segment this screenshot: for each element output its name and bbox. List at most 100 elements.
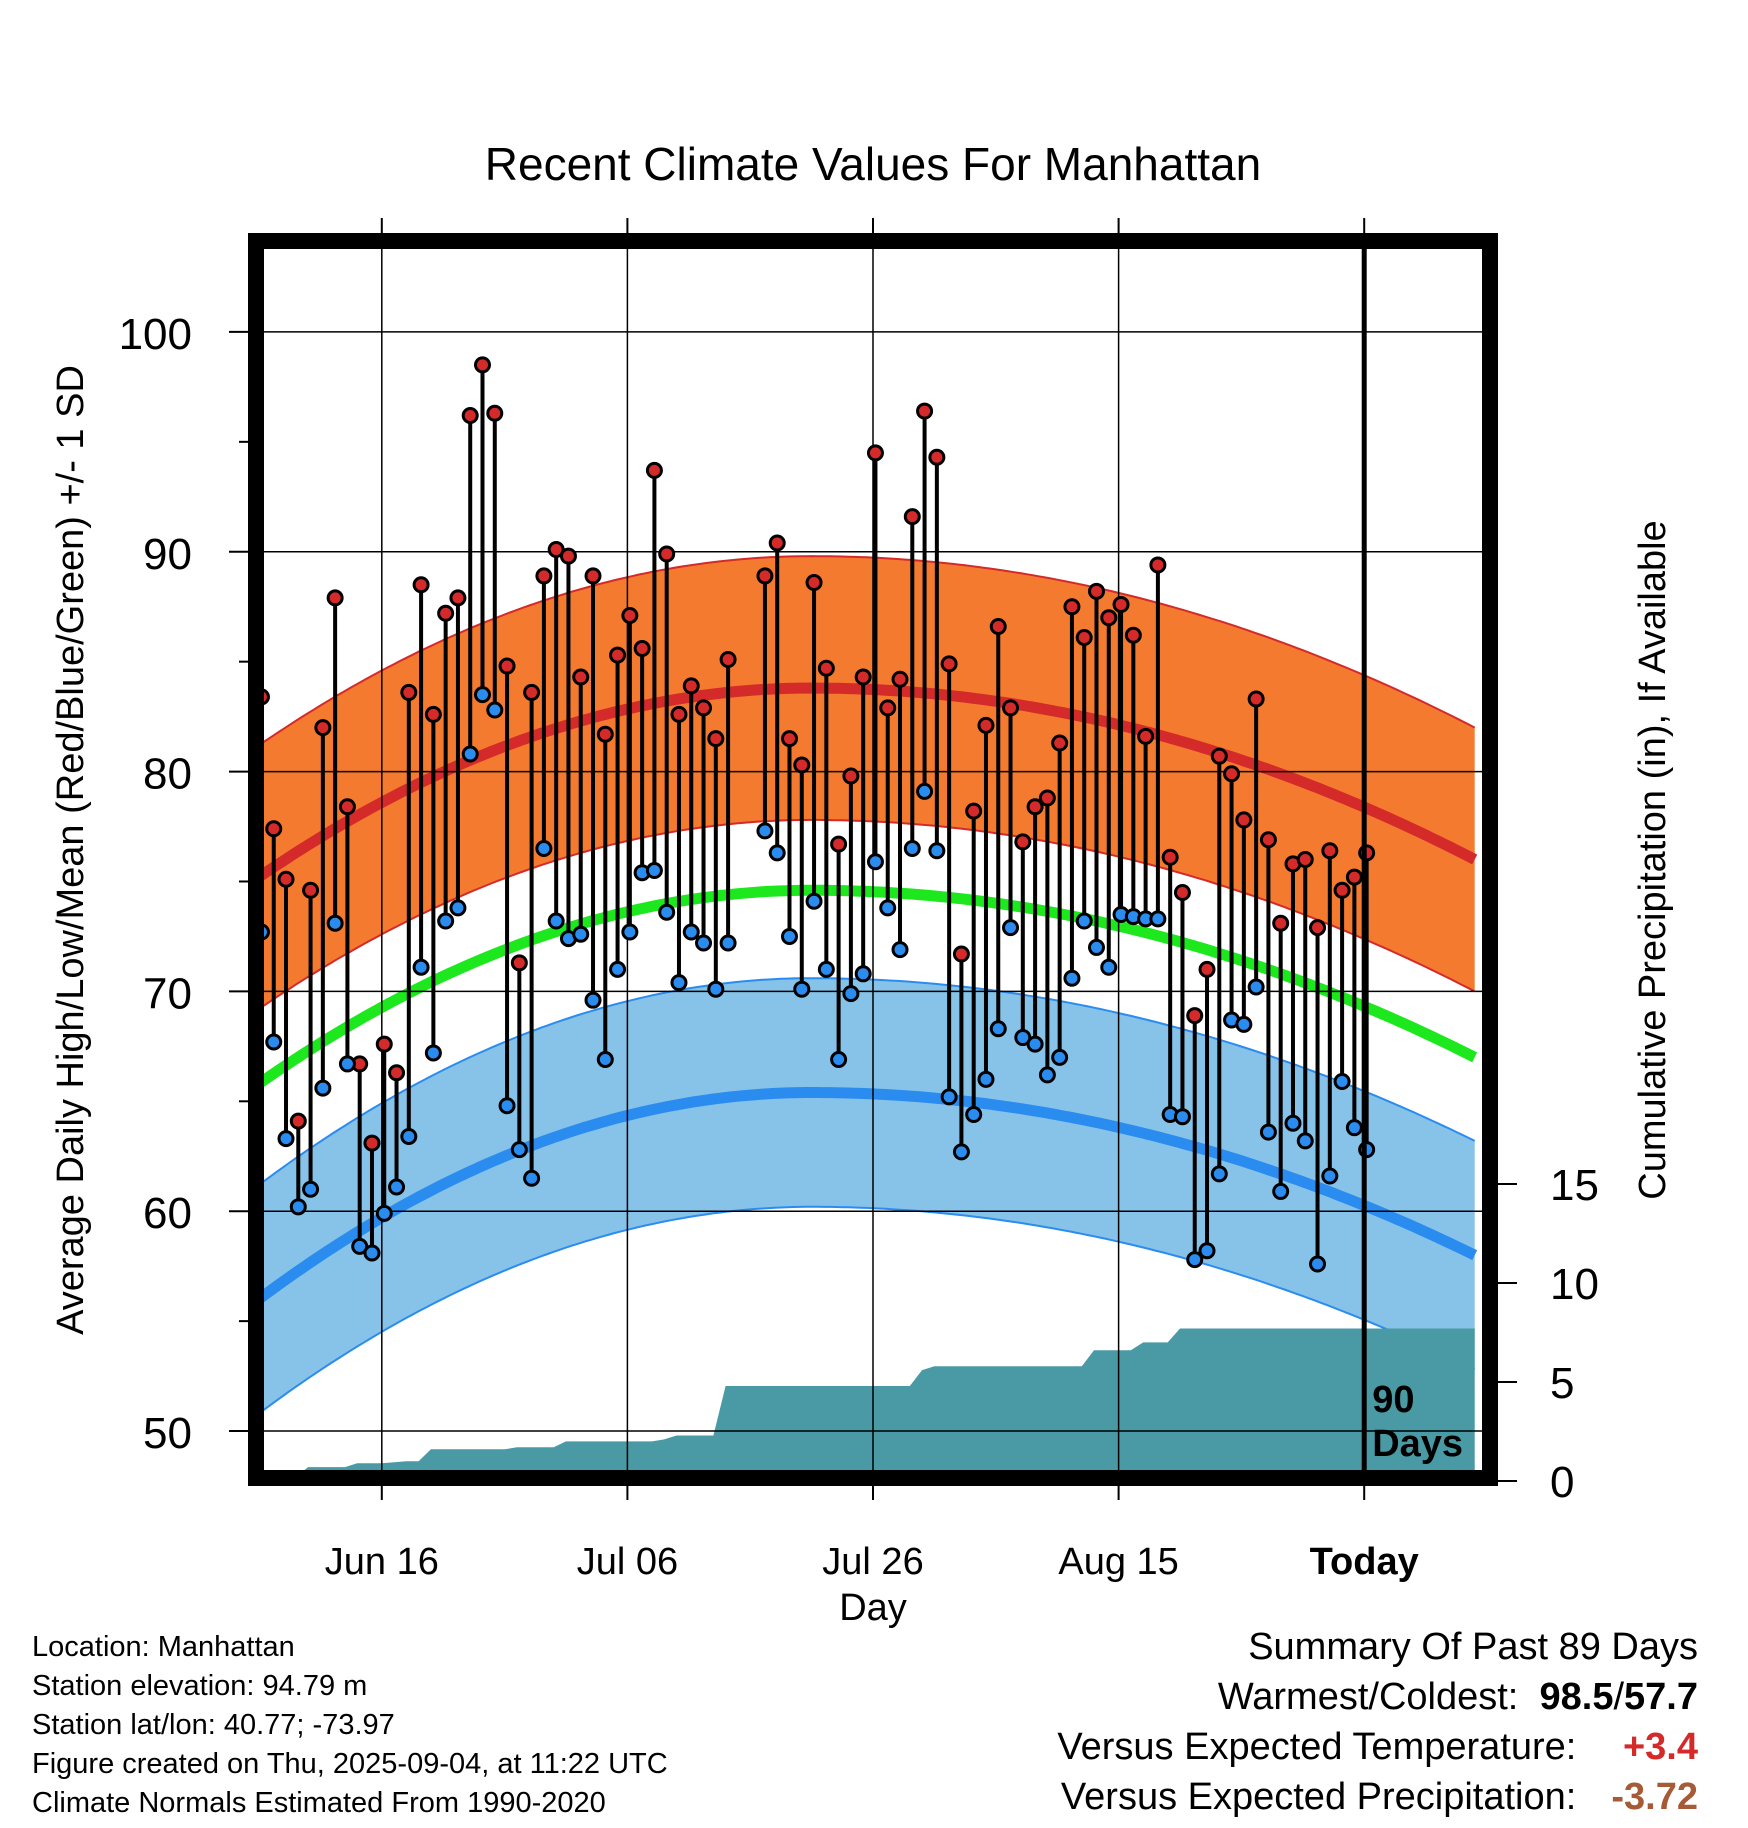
normal-low-line xyxy=(259,1087,1478,1304)
x-tick-label: Today xyxy=(1310,1541,1419,1583)
x-tick-label: Jul 06 xyxy=(577,1541,678,1583)
daily-high-point xyxy=(658,545,676,563)
created-text: Figure created on Thu, 2025-09-04, at 11… xyxy=(32,1748,668,1780)
daily-high-point xyxy=(1002,699,1020,717)
warmest-value: 98.5 xyxy=(1539,1676,1614,1718)
y-tick-label: 100 xyxy=(119,310,192,359)
daily-low-point xyxy=(523,1169,541,1187)
precip-label: Versus Expected Precipitation: xyxy=(1060,1776,1577,1818)
daily-low-point xyxy=(1309,1255,1327,1273)
warm-cold-slash: / xyxy=(1613,1676,1625,1718)
daily-high-point xyxy=(338,798,356,816)
y-tick-label: 60 xyxy=(143,1189,192,1238)
daily-low-point xyxy=(916,782,934,800)
daily-high-point xyxy=(842,767,860,785)
daily-low-point xyxy=(891,941,909,959)
daily-low-point xyxy=(670,974,688,992)
daily-high-point xyxy=(817,659,835,677)
daily-high-point xyxy=(1321,842,1339,860)
daily-low-point xyxy=(707,980,725,998)
daily-low-point xyxy=(1063,969,1081,987)
daily-high-point xyxy=(1173,883,1191,901)
daily-high-point xyxy=(1051,734,1069,752)
location-text: Location: Manhattan xyxy=(32,1631,295,1663)
daily-high-point xyxy=(830,835,848,853)
daily-low-point xyxy=(547,912,565,930)
daily-low-point xyxy=(498,1097,516,1115)
x-axis-label: Day xyxy=(839,1587,907,1628)
daily-high-point xyxy=(707,730,725,748)
daily-low-point xyxy=(302,1180,320,1198)
normal-high-line xyxy=(259,682,1478,882)
daily-low-point xyxy=(265,1033,283,1051)
daily-high-point xyxy=(314,719,332,737)
climate-chart: Recent Climate Values For Manhattan 90 Da… xyxy=(50,138,1674,1628)
daily-low-point xyxy=(584,991,602,1009)
daily-high-point xyxy=(1149,556,1167,574)
daily-high-point xyxy=(645,461,663,479)
daily-high-point xyxy=(928,448,946,466)
daily-high-point xyxy=(1087,582,1105,600)
precip-row: Versus Expected Precipitation: -3.72 xyxy=(1057,1772,1698,1822)
daily-low-point xyxy=(645,861,663,879)
x-tick-label: Aug 15 xyxy=(1058,1541,1178,1583)
daily-low-point xyxy=(682,923,700,941)
high-sd-band xyxy=(259,556,1475,1009)
daily-high-point xyxy=(780,730,798,748)
warm-cold-row: Warmest/Coldest: 98.5/57.7 xyxy=(1057,1672,1698,1722)
daily-high-point xyxy=(1100,609,1118,627)
daily-low-point xyxy=(596,1051,614,1069)
daily-high-point xyxy=(1014,833,1032,851)
daily-high-point xyxy=(498,657,516,675)
daily-low-point xyxy=(314,1079,332,1097)
daily-high-point xyxy=(572,668,590,686)
daily-low-point xyxy=(965,1105,983,1123)
daily-low-point xyxy=(1002,919,1020,937)
daily-low-point xyxy=(854,965,872,983)
daily-high-point xyxy=(437,604,455,622)
daily-low-point xyxy=(461,745,479,763)
daily-low-point xyxy=(879,899,897,917)
daily-high-point xyxy=(1198,960,1216,978)
daily-low-point xyxy=(609,960,627,978)
daily-low-point xyxy=(780,927,798,945)
daily-high-point xyxy=(388,1064,406,1082)
latlon-text: Station lat/lon: 40.77; -73.97 xyxy=(32,1709,395,1741)
precip-value: -3.72 xyxy=(1611,1776,1698,1818)
daily-high-point xyxy=(682,677,700,695)
daily-low-point xyxy=(977,1070,995,1088)
daily-high-point xyxy=(1259,831,1277,849)
daily-low-point xyxy=(793,980,811,998)
daily-high-point xyxy=(363,1134,381,1152)
daily-low-point xyxy=(1038,1066,1056,1084)
daily-low-point xyxy=(989,1020,1007,1038)
daily-high-point xyxy=(1075,628,1093,646)
daily-high-point xyxy=(1296,851,1314,868)
daily-high-point xyxy=(609,646,627,664)
daily-low-point xyxy=(1186,1251,1204,1269)
daily-low-point xyxy=(1026,1035,1044,1053)
daily-high-point xyxy=(1026,798,1044,816)
daily-high-point xyxy=(596,725,614,743)
daily-high-point xyxy=(977,716,995,734)
daily-high-point xyxy=(1137,727,1155,745)
daily-low-point xyxy=(1284,1114,1302,1132)
daily-high-point xyxy=(1272,914,1290,932)
daily-high-point xyxy=(756,567,774,585)
y2-tick-label: 10 xyxy=(1550,1260,1599,1309)
daily-low-point xyxy=(412,958,430,976)
daily-low-point xyxy=(338,1055,356,1073)
daily-low-point xyxy=(817,960,835,978)
daily-low-point xyxy=(756,822,774,840)
precip-area xyxy=(298,1328,1475,1475)
warm-cold-label: Warmest/Coldest: xyxy=(1217,1676,1519,1718)
daily-low-point xyxy=(952,1143,970,1161)
daily-low-point xyxy=(1259,1123,1277,1141)
daily-high-point xyxy=(424,705,442,723)
daily-low-point xyxy=(449,899,467,917)
coldest-value: 57.7 xyxy=(1624,1676,1698,1718)
plot-frame xyxy=(248,233,1498,1486)
daily-low-point xyxy=(326,914,344,932)
daily-low-point xyxy=(658,903,676,921)
daily-high-point xyxy=(793,756,811,774)
